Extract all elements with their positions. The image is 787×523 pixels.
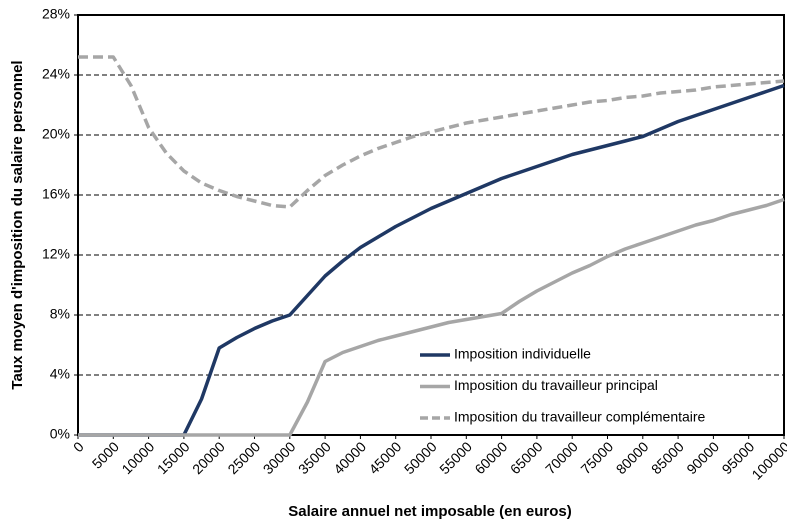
x-tick-label: 45000 <box>366 438 405 477</box>
x-tick-label: 100000 <box>748 438 787 482</box>
x-tick-label: 0 <box>70 438 87 455</box>
x-tick-label: 35000 <box>295 438 334 477</box>
legend-label: Imposition du travailleur principal <box>454 377 658 393</box>
x-tick-label: 85000 <box>648 438 687 477</box>
y-tick-label: 24% <box>42 66 70 82</box>
x-tick-label: 30000 <box>260 438 299 477</box>
x-tick-label: 80000 <box>613 438 652 477</box>
series-line <box>78 55 785 209</box>
x-tick-label: 40000 <box>330 438 369 477</box>
y-tick-label: 28% <box>42 6 70 22</box>
x-tick-label: 90000 <box>683 438 722 477</box>
y-axis-label: Taux moyen d'imposition du salaire perso… <box>9 60 26 389</box>
x-tick-label: 25000 <box>224 438 263 477</box>
x-tick-label: 5000 <box>89 438 122 471</box>
legend-label: Imposition du travailleur complémentaire <box>454 409 706 425</box>
series-line <box>78 197 785 437</box>
x-tick-label: 15000 <box>154 438 193 477</box>
x-tick-label: 55000 <box>436 438 475 477</box>
x-axis-label: Salaire annuel net imposable (en euros) <box>288 503 571 520</box>
series-line <box>78 83 785 437</box>
y-tick-label: 4% <box>50 366 70 382</box>
y-tick-label: 0% <box>50 426 70 442</box>
x-tick-label: 65000 <box>507 438 546 477</box>
y-tick-label: 16% <box>42 186 70 202</box>
x-tick-label: 75000 <box>577 438 616 477</box>
plot-frame <box>77 14 785 436</box>
x-tick-label: 20000 <box>189 438 228 477</box>
y-tick-label: 8% <box>50 306 70 322</box>
x-tick-label: 10000 <box>118 438 157 477</box>
legend-label: Imposition individuelle <box>454 346 591 362</box>
x-tick-label: 50000 <box>401 438 440 477</box>
x-tick-label: 70000 <box>542 438 581 477</box>
x-tick-label: 60000 <box>471 438 510 477</box>
y-tick-label: 12% <box>42 246 70 262</box>
y-tick-label: 20% <box>42 126 70 142</box>
